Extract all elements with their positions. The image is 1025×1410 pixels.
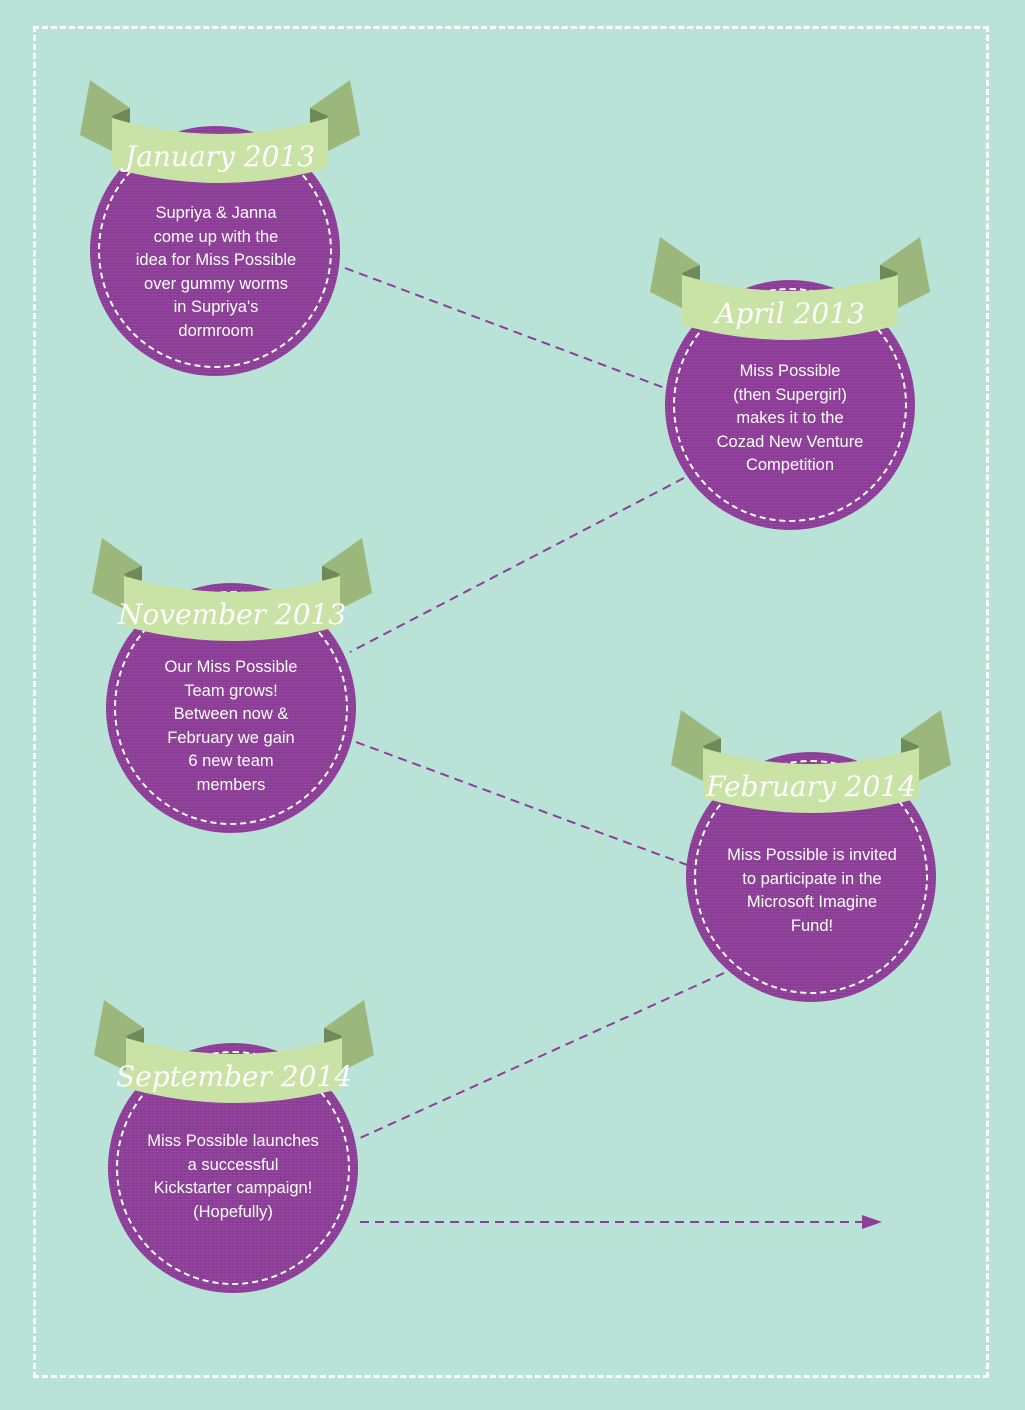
connector-line bbox=[355, 741, 691, 867]
event-date: February 2014 bbox=[705, 770, 916, 803]
ribbon-icon: February 2014 bbox=[671, 710, 951, 813]
ribbon-icon: January 2013 bbox=[80, 80, 360, 183]
date-banner: April 2013 bbox=[650, 237, 930, 347]
event-date: November 2013 bbox=[117, 598, 346, 631]
ribbon-icon: April 2013 bbox=[650, 237, 930, 340]
event-date: April 2013 bbox=[712, 297, 865, 330]
event-september-2014: September 2014 Miss Possible launches a … bbox=[0, 0, 374, 1293]
event-january-2013: January 2013 Supriya & Janna come up wit… bbox=[0, 0, 360, 376]
date-banner: November 2013 bbox=[92, 538, 372, 648]
connector-line bbox=[344, 267, 671, 391]
event-description: Our Miss Possible Team grows! Between no… bbox=[164, 658, 298, 794]
event-description: Supriya & Janna come up with the idea fo… bbox=[135, 204, 297, 340]
event-november-2013: November 2013 Our Miss Possible Team gro… bbox=[0, 0, 372, 833]
event-description: Miss Possible is invited to participate … bbox=[727, 846, 897, 935]
ribbon-icon: September 2014 bbox=[94, 1000, 374, 1103]
date-banner: January 2013 bbox=[80, 80, 360, 190]
event-february-2014: February 2014 Miss Possible is invited t… bbox=[0, 0, 951, 1002]
connector-line bbox=[349, 477, 685, 653]
event-description: Miss Possible launches a successful Kick… bbox=[147, 1132, 319, 1221]
date-banner: February 2014 bbox=[671, 710, 951, 820]
arrow-head-icon bbox=[862, 1215, 882, 1229]
event-date: January 2013 bbox=[120, 140, 315, 173]
connector-line bbox=[359, 972, 725, 1139]
event-description: Miss Possible (then Supergirl) makes it … bbox=[716, 362, 864, 474]
ribbon-icon: November 2013 bbox=[92, 538, 372, 641]
dashed-frame bbox=[33, 26, 989, 1378]
date-banner: September 2014 bbox=[94, 1000, 374, 1110]
event-april-2013: April 2013 Miss Possible (then Supergirl… bbox=[0, 0, 930, 530]
event-date: September 2014 bbox=[116, 1060, 352, 1093]
